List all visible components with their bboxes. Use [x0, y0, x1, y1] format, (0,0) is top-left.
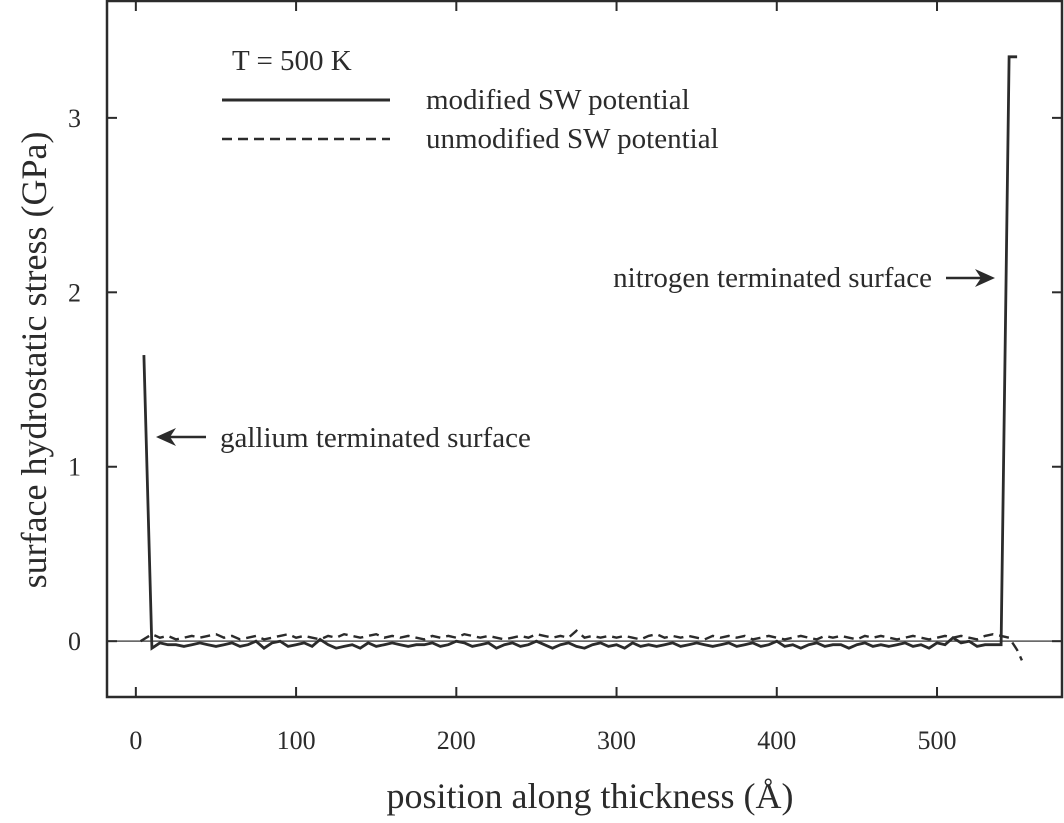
annotation-gallium-text: gallium terminated surface	[220, 422, 531, 454]
y-tick-label: 2	[68, 278, 81, 307]
x-tick-label: 0	[129, 726, 142, 755]
x-tick-label: 200	[437, 726, 476, 755]
x-tick-label: 100	[277, 726, 316, 755]
x-tick-label: 500	[918, 726, 957, 755]
y-tick-label: 0	[68, 627, 81, 656]
legend-label-modified: modified SW potential	[426, 84, 690, 116]
series-line-modified-sw	[142, 55, 1018, 651]
annotation-gallium: gallium terminated surface	[156, 422, 531, 454]
legend: T = 500 K modified SW potential unmodifi…	[222, 45, 719, 155]
x-axis-ticks: 0 100 200 300 400 500	[129, 1, 957, 755]
x-axis-title: position along thickness (Å)	[387, 776, 794, 816]
legend-header: T = 500 K	[232, 45, 352, 77]
y-axis-ticks: 0 1 2 3	[68, 104, 1062, 656]
annotation-nitrogen: nitrogen terminated surface	[613, 262, 995, 294]
arrowhead-left-icon	[156, 428, 176, 446]
y-axis-title: surface hydrostatic stress (GPa)	[14, 132, 54, 589]
y-tick-label: 1	[68, 453, 81, 482]
x-tick-label: 300	[597, 726, 636, 755]
annotation-nitrogen-text: nitrogen terminated surface	[613, 262, 932, 294]
arrowhead-right-icon	[975, 269, 995, 287]
y-tick-label: 3	[68, 104, 81, 133]
legend-label-unmodified: unmodified SW potential	[426, 123, 719, 155]
x-tick-label: 400	[757, 726, 796, 755]
series-line-unmodified-sw	[139, 629, 1023, 661]
plot-frame	[105, 0, 1064, 699]
